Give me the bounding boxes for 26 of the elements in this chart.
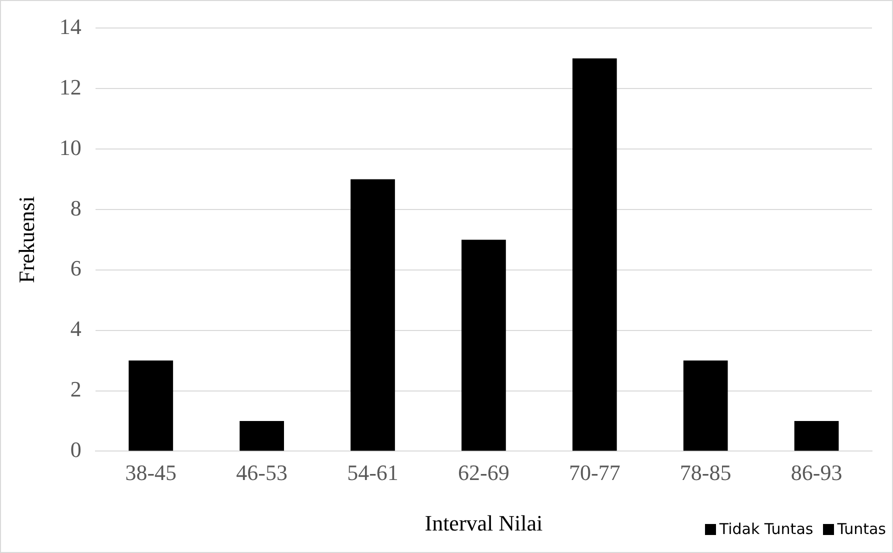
x-tick-label: 38-45 bbox=[125, 460, 177, 486]
bar bbox=[572, 58, 617, 451]
bar bbox=[462, 240, 506, 451]
x-tick-label: 54-61 bbox=[347, 460, 398, 486]
bar bbox=[683, 360, 728, 451]
y-tick-label: 14 bbox=[59, 14, 82, 39]
bar bbox=[128, 360, 174, 451]
legend-label: Tuntas bbox=[837, 520, 886, 538]
x-tick-label: 86-93 bbox=[790, 460, 842, 486]
x-tick-label: 78-85 bbox=[680, 460, 732, 486]
legend-label: Tidak Tuntas bbox=[719, 520, 814, 538]
x-tick-label: 62-69 bbox=[458, 460, 510, 486]
y-tick-label: 8 bbox=[70, 195, 82, 220]
bar bbox=[240, 420, 284, 451]
bar bbox=[350, 179, 395, 451]
y-tick-label: 12 bbox=[59, 74, 82, 100]
y-tick-label: 10 bbox=[59, 134, 82, 160]
y-tick-label: 0 bbox=[70, 436, 82, 462]
x-axis-title: Interval Nilai bbox=[424, 510, 543, 536]
y-axis-title: Frekuensi bbox=[14, 196, 39, 284]
x-tick-label: 70-77 bbox=[568, 460, 620, 486]
y-tick-label: 6 bbox=[70, 256, 82, 281]
y-tick-label: 2 bbox=[70, 376, 82, 402]
bar bbox=[794, 420, 839, 451]
x-tick-label: 46-53 bbox=[236, 460, 288, 486]
y-tick-label: 4 bbox=[70, 316, 82, 342]
